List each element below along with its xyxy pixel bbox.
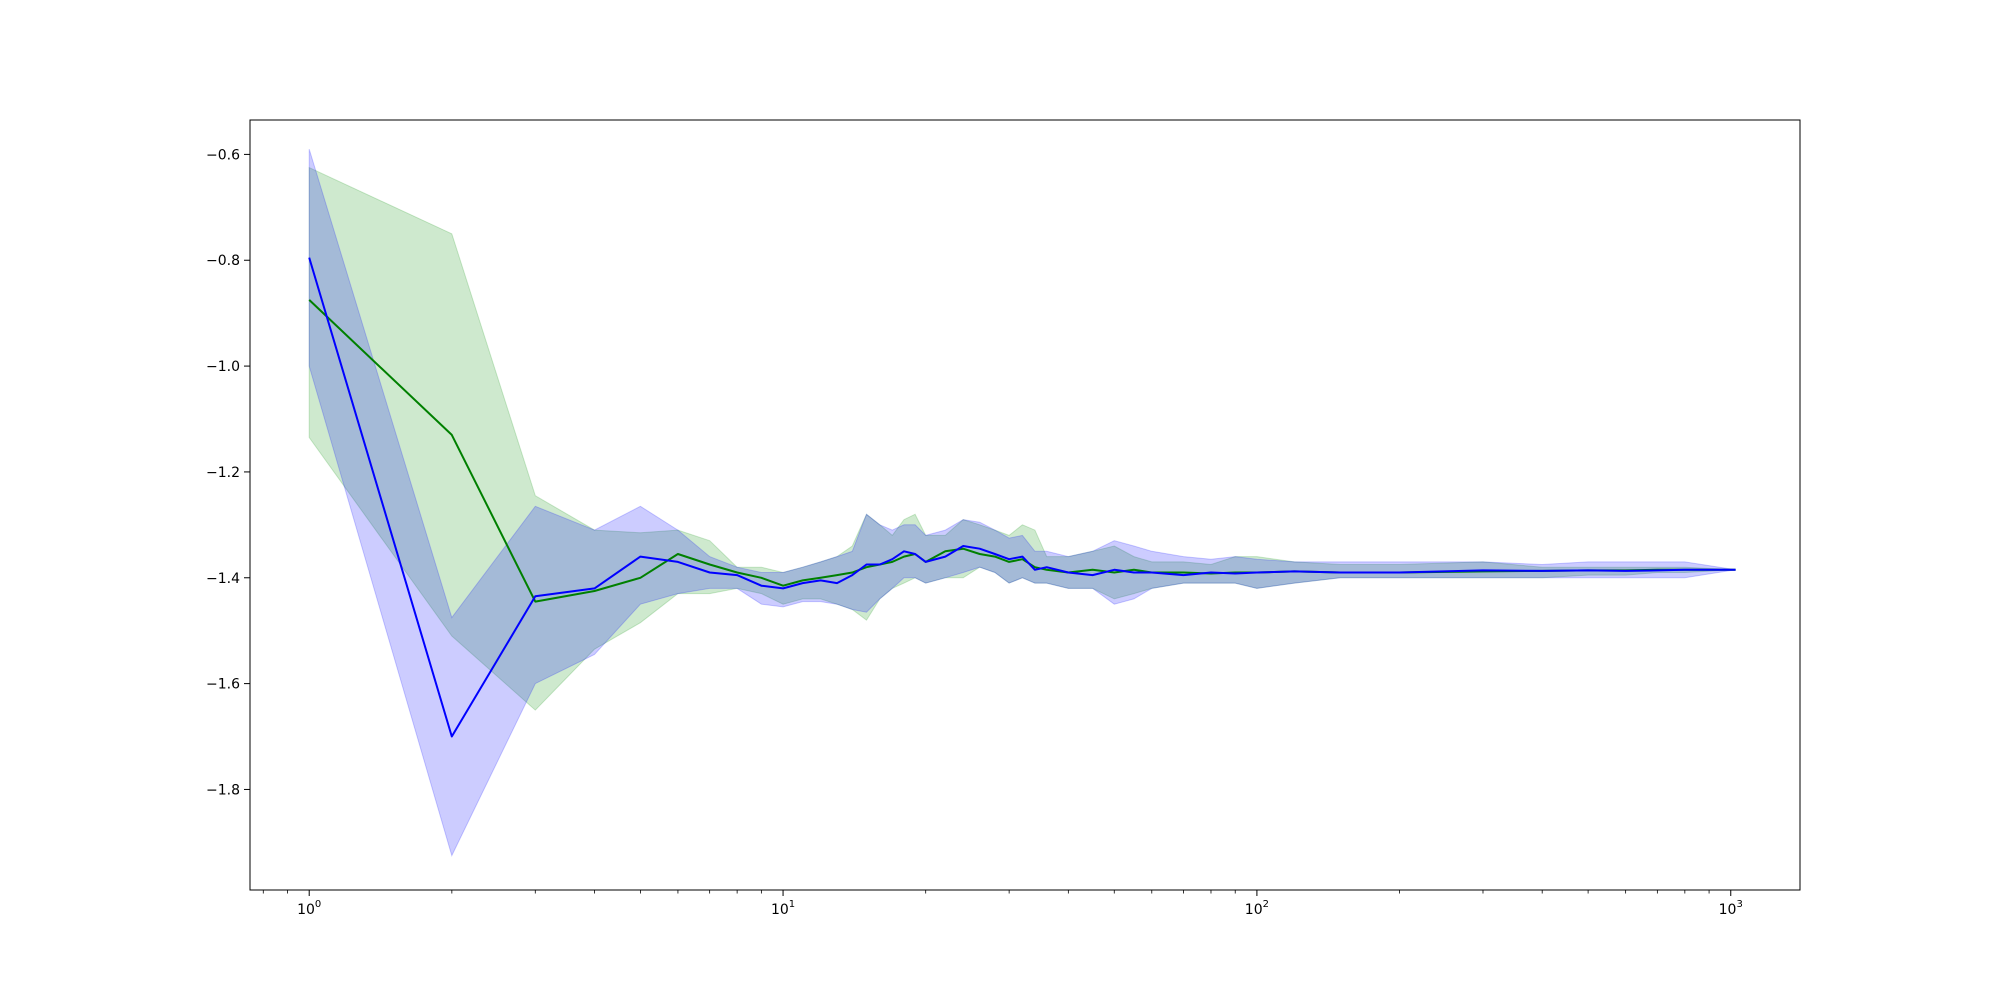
x-tick-label: 100 — [297, 899, 321, 918]
y-tick-label: −1.4 — [206, 571, 240, 587]
series-0-band — [308, 166, 1736, 711]
x-tick-label: 102 — [1245, 899, 1269, 918]
y-tick-label: −1.2 — [206, 465, 240, 481]
series-1-band — [308, 148, 1736, 857]
y-tick-label: −0.8 — [206, 253, 240, 269]
y-tick-label: −0.6 — [206, 147, 240, 163]
y-tick-label: −1.0 — [206, 359, 240, 375]
x-tick-label: 103 — [1719, 899, 1743, 918]
y-axis: −0.6 −0.8 −1.0 −1.2 −1.4 −1.6 −1.8 — [206, 147, 250, 798]
confidence-bands — [308, 148, 1736, 857]
y-tick-label: −1.8 — [206, 782, 240, 798]
y-tick-label: −1.6 — [206, 677, 240, 693]
x-tick-label: 101 — [771, 899, 795, 918]
plot-area-frame — [249, 119, 1801, 891]
x-axis: 100 101 102 103 — [262, 890, 1743, 918]
series-1-line — [308, 257, 1736, 738]
series-lines — [308, 257, 1736, 738]
